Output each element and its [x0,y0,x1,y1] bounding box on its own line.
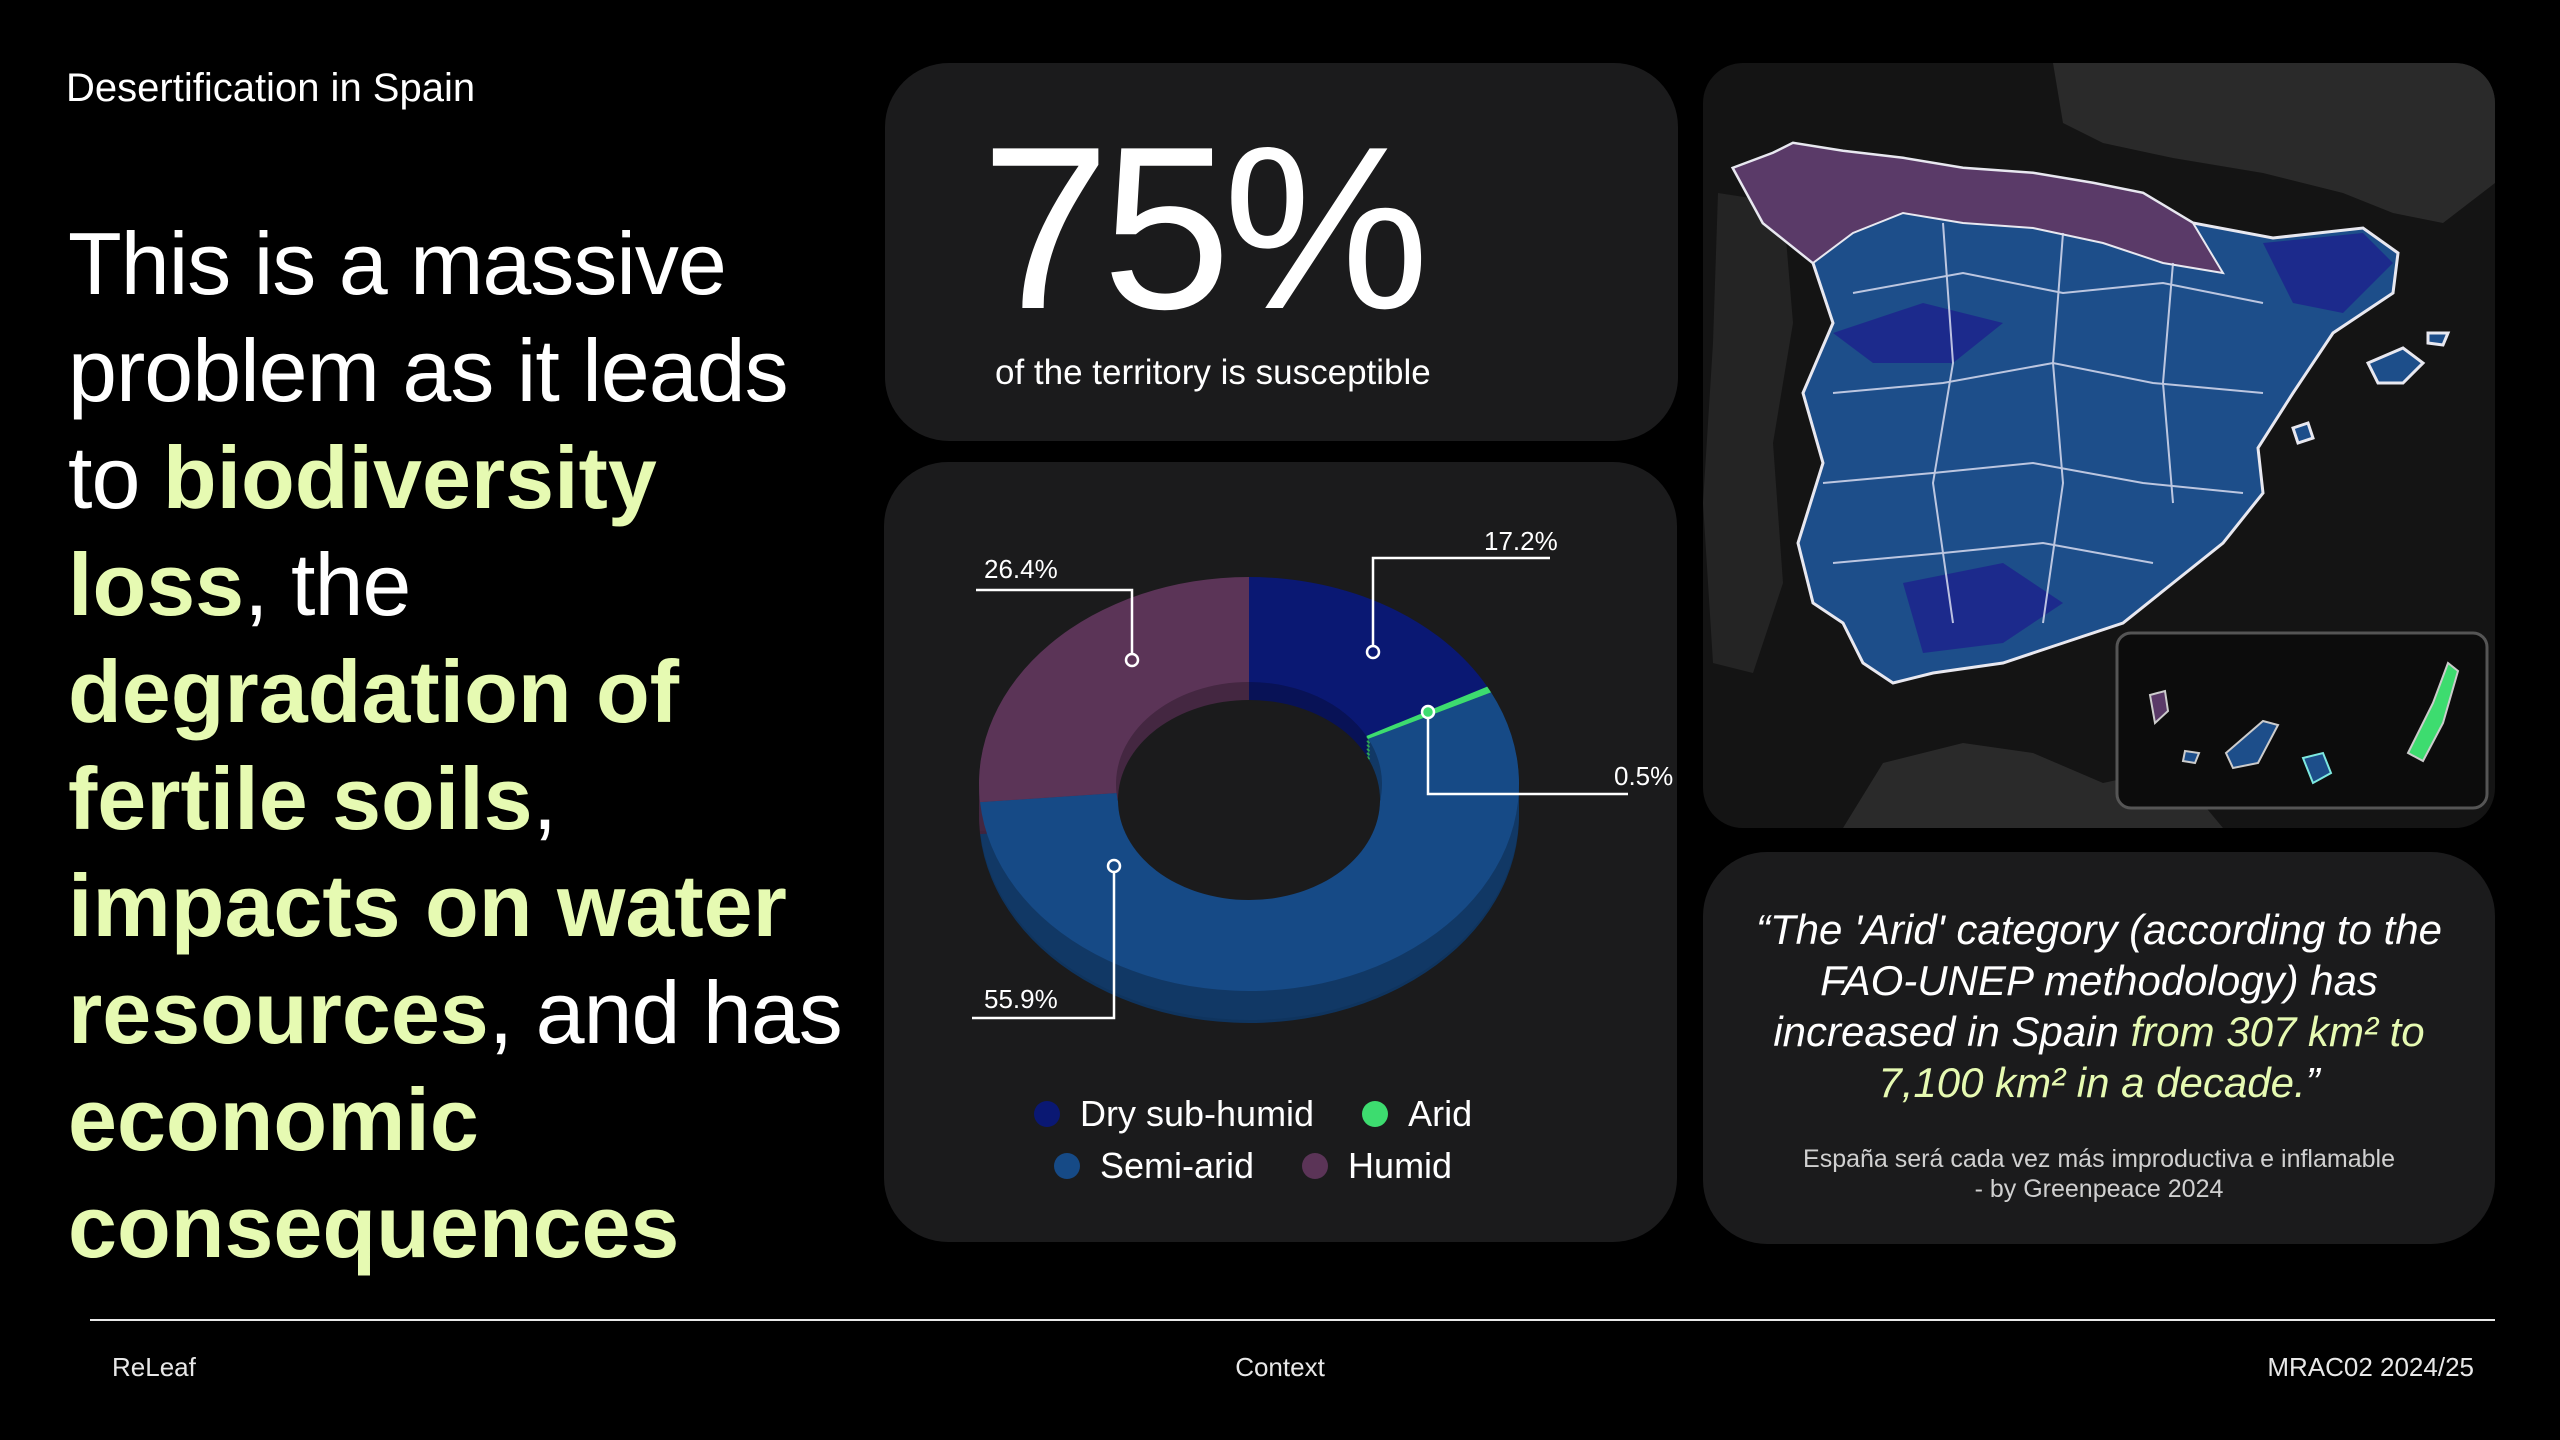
slide-title: Desertification in Spain [66,66,476,110]
humid-north-region [1731,141,2225,275]
legend-item: Arid [1362,1093,1472,1135]
stat-value: 75% [981,99,1429,358]
headline-text: , and has [488,963,843,1062]
callout-dot [1106,858,1122,874]
quote-card: “The 'Arid' category (according to the F… [1703,852,2495,1244]
legend-item: Humid [1302,1145,1452,1187]
legend-label: Humid [1348,1145,1453,1186]
callout-line [1371,556,1550,652]
callout-line [976,588,1134,660]
headline-text: This is a massive problem as it leads to [68,214,789,527]
headline-emphasis: degradation of fertile soils [68,642,680,848]
legend-item: Semi-arid [1054,1145,1254,1187]
balearic-islands [2365,346,2426,385]
footer-section: Context [1235,1352,1325,1382]
legend-label: Arid [1408,1093,1473,1134]
dry-subhumid-region-1 [1833,303,2003,363]
quote-before: “The 'Arid' category (according to the F… [1755,906,2443,1055]
legend-swatch [1034,1101,1060,1127]
stat-card: 75% of the territory is susceptible [885,63,1678,441]
callout-line [972,866,1116,1020]
dry-subhumid-region-2 [2263,233,2393,313]
footer-course: MRAC02 2024/25 [2267,1352,2474,1382]
legend-swatch [1302,1153,1329,1179]
canary-islands [2148,661,2460,785]
canary-inset-frame [2115,631,2489,810]
quote-source-author: - by Greenpeace 2024 [1974,1175,2224,1203]
callout-dot [1365,644,1381,660]
quote-text: “The 'Arid' category (according to the F… [1753,904,2445,1108]
data-label: 26.4% [984,554,1058,584]
legend-swatch [1054,1153,1080,1179]
headline-text: , [532,749,557,848]
legend-label: Dry sub-humid [1080,1093,1315,1134]
donut-chart: 17.2% 0.5% 55.9% 26.4% [972,526,1673,1023]
headline-text: , the [244,535,411,634]
dry-subhumid-region-3 [1903,563,2063,653]
legend-row: Dry sub-humid Arid [1034,1088,1594,1140]
headline-emphasis: economic consequences [68,1070,680,1276]
legend-label: Semi-arid [1100,1145,1255,1186]
chart-card: 17.2% 0.5% 55.9% 26.4% Dry sub-humid Arid Sem… [884,462,1677,1242]
callout-dot [1420,704,1436,720]
headline: This is a massive problem as it leads to… [68,210,868,1280]
france-landmass [2053,63,2495,223]
legend-row: Semi-arid Humid [1034,1140,1594,1192]
chart-legend: Dry sub-humid Arid Semi-arid Humid [1034,1088,1594,1192]
balearic-ibiza [2291,421,2315,445]
legend-item: Dry sub-humid [1034,1093,1314,1135]
donut-hole [1118,700,1380,900]
quote-source-title: España será cada vez más improductiva e … [1803,1145,2395,1173]
headline-emphasis: biodiversity loss [68,428,657,634]
stat-caption: of the territory is susceptible [995,353,1431,392]
footer-divider [90,1319,2495,1321]
data-label: 55.9% [984,984,1058,1014]
quote-after: ” [2305,1059,2320,1106]
quote-source: España será cada vez más improductiva e … [1753,1144,2445,1204]
callout-line [1426,712,1628,796]
province-borders [1822,222,2264,624]
data-label: 0.5% [1614,761,1673,791]
legend-swatch [1362,1101,1389,1127]
headline-emphasis: impacts on water resources [68,856,787,1062]
portugal-landmass [1703,193,1793,673]
spain-map-image [1703,63,2495,828]
balearic-menorca [2426,331,2451,347]
data-label: 17.2% [1484,526,1558,556]
footer-brand: ReLeaf [112,1352,196,1382]
callout-dot [1124,652,1140,668]
donut-slice-humid [979,577,1249,803]
quote-highlight: from 307 km² to 7,100 km² in a decade. [1878,1008,2425,1106]
spain-map [1703,63,2495,828]
